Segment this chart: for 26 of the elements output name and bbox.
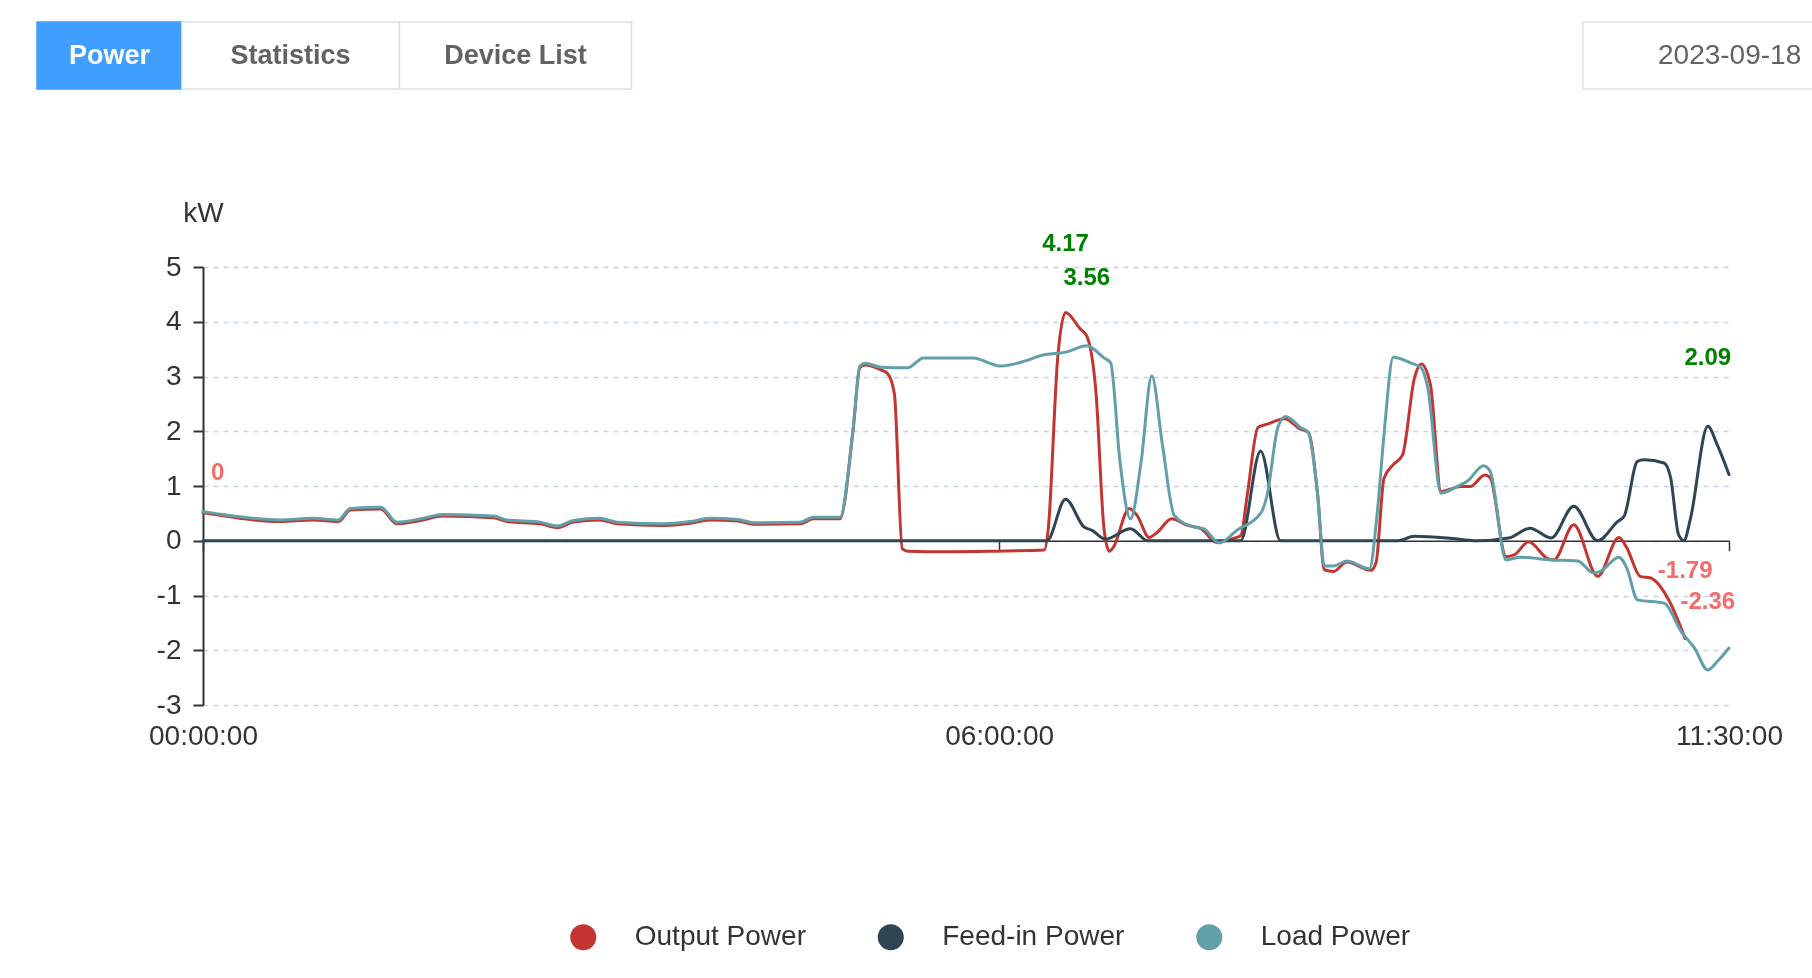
y-tick-label: 5	[165, 250, 182, 282]
x-tick-label: 06:00:00	[945, 719, 1055, 751]
y-tick-label: 4	[165, 305, 182, 337]
y-tick-label: -1	[156, 579, 182, 610]
x-tick-label: 11:30:00	[1676, 719, 1783, 751]
annotation: 4.17	[1042, 229, 1089, 257]
x-tick-label: 00:00:00	[149, 719, 258, 751]
text: Device List	[444, 39, 587, 70]
legend-label: Output Power	[634, 920, 806, 952]
annotation: 2.09	[1684, 343, 1732, 371]
y-tick-label: 0	[165, 524, 182, 556]
y-tick-label: 1	[165, 469, 182, 501]
annotation: 0	[211, 457, 225, 485]
annotation: -2.36	[1680, 586, 1736, 614]
text: 2023-09-18	[1658, 38, 1802, 70]
y-tick-label: -3	[156, 688, 182, 720]
text: Power	[68, 39, 151, 70]
legend-label: Feed-in Power	[942, 920, 1125, 952]
y-tick-label: 3	[165, 360, 182, 391]
annotation: -1.79	[1657, 555, 1713, 583]
y-tick-label: 2	[165, 414, 182, 446]
text: Statistics	[230, 39, 351, 70]
legend-label: Load Power	[1260, 920, 1411, 952]
y-axis-title: kW	[183, 196, 225, 228]
annotation: 3.56	[1063, 262, 1111, 290]
y-tick-label: -2	[156, 633, 182, 665]
